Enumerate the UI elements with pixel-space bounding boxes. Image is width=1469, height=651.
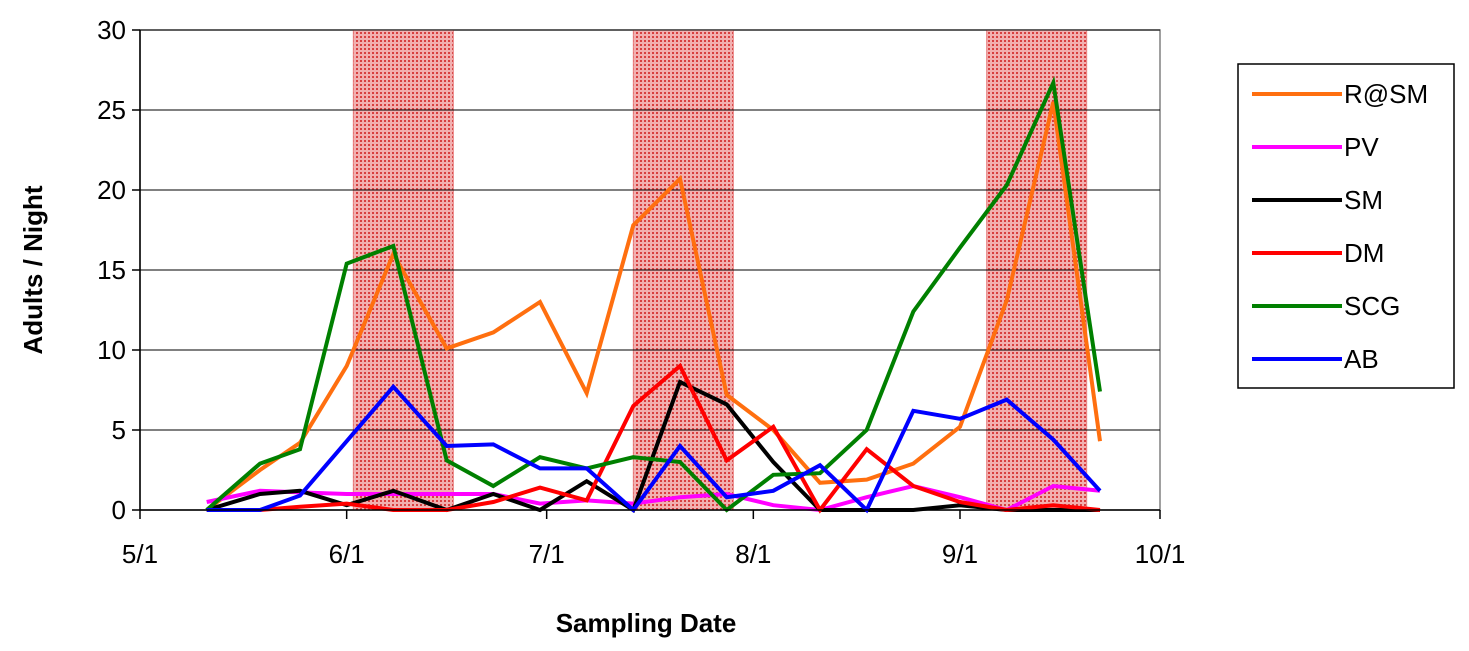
y-axis-title: Adults / Night [18, 185, 48, 354]
series-line-scg [205, 75, 1102, 513]
y-tick-labels: 0 5 10 15 20 25 30 [97, 15, 140, 525]
legend-label: SM [1344, 185, 1383, 215]
legend-label: DM [1344, 238, 1384, 268]
legend-box [1237, 63, 1455, 389]
legend-label: R@SM [1344, 79, 1428, 109]
series-line-dm [206, 362, 1101, 514]
y-tick-label: 15 [97, 255, 126, 285]
legend-label: SCG [1344, 291, 1400, 321]
legend-label: AB [1344, 344, 1379, 374]
x-axis-title: Sampling Date [556, 608, 737, 638]
y-tick-label: 5 [112, 415, 126, 445]
y-tick-label: 0 [112, 495, 126, 525]
series-lines [205, 75, 1102, 514]
y-tick-label: 10 [97, 335, 126, 365]
series-line-pv [206, 483, 1101, 513]
y-tick-label: 25 [97, 95, 126, 125]
x-tick-labels: 5/1 6/1 7/1 8/1 9/1 10/1 [122, 510, 1185, 569]
x-tick-label: 10/1 [1135, 539, 1186, 569]
series-line-ab [206, 383, 1102, 514]
x-tick-label: 6/1 [329, 539, 365, 569]
y-tick-label: 30 [97, 15, 126, 45]
x-tick-label: 9/1 [942, 539, 978, 569]
series-line-rsm [205, 101, 1102, 512]
x-tick-label: 8/1 [735, 539, 771, 569]
legend-label: PV [1344, 132, 1379, 162]
x-tick-label: 5/1 [122, 539, 158, 569]
x-tick-label: 7/1 [529, 539, 565, 569]
legend: R@SM PV SM DM SCG AB [1237, 63, 1455, 389]
y-tick-label: 20 [97, 175, 126, 205]
